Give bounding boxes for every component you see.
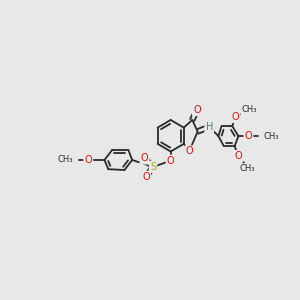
Text: O: O xyxy=(185,146,193,157)
Text: O: O xyxy=(167,156,175,166)
Text: CH₃: CH₃ xyxy=(242,105,257,114)
Text: CH₃: CH₃ xyxy=(57,155,73,164)
Text: CH₃: CH₃ xyxy=(263,132,279,141)
Text: O: O xyxy=(141,153,148,164)
Text: O: O xyxy=(244,131,252,141)
Text: CH₃: CH₃ xyxy=(240,164,255,173)
Text: H: H xyxy=(206,122,213,132)
Text: O: O xyxy=(235,151,242,161)
Text: O: O xyxy=(232,112,239,122)
Text: S: S xyxy=(150,162,156,172)
Text: O: O xyxy=(142,172,150,182)
Text: O: O xyxy=(193,105,201,115)
Text: O: O xyxy=(85,155,92,165)
